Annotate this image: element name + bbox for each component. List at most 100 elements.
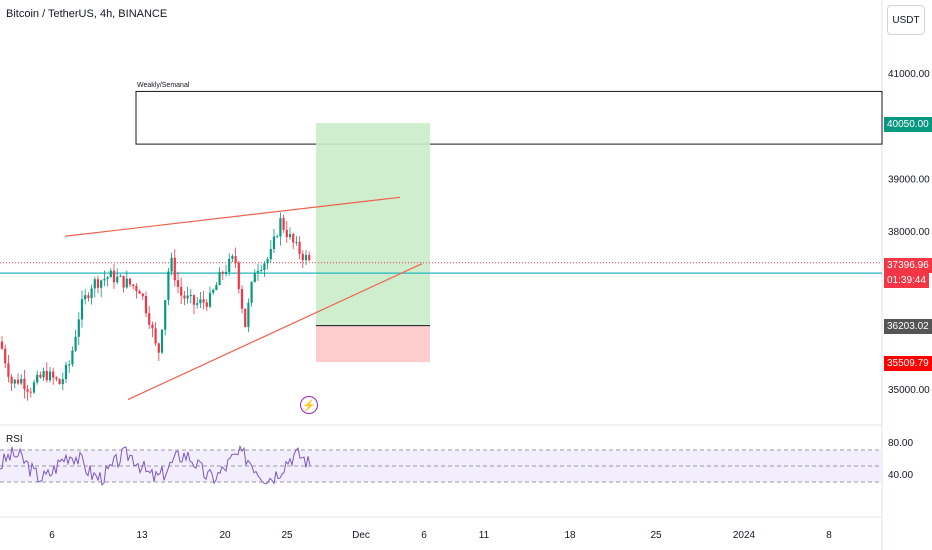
candle-body [68, 364, 71, 366]
current-price-badge: 37396.96 [884, 258, 932, 273]
wedge-lower-line [127, 263, 423, 401]
candle-body [7, 363, 10, 377]
candle-body [288, 234, 292, 238]
candle-body [125, 278, 128, 288]
candle-body [132, 284, 135, 287]
candle-body [260, 269, 263, 271]
symbol-title[interactable]: Bitcoin / TetherUS, 4h, BINANCE [6, 8, 168, 20]
rsi-indicator-label[interactable]: RSI [6, 434, 23, 445]
candle-body [308, 255, 311, 261]
candle-body [42, 370, 45, 378]
candle-body [244, 308, 247, 327]
candle-body [138, 291, 141, 294]
candle-body [202, 299, 205, 303]
candle-body [29, 391, 32, 393]
candle-body [4, 348, 7, 364]
candle-body [218, 272, 221, 286]
lightning-icon[interactable]: ⚡ [300, 396, 318, 414]
candle-body [135, 286, 138, 292]
candle-body [106, 277, 109, 279]
candle-body [228, 258, 231, 272]
x-tick-label: 6 [49, 530, 55, 541]
candle-body [48, 371, 52, 381]
candle-body [250, 282, 253, 303]
candle-body [196, 303, 199, 305]
candle-body [285, 229, 288, 238]
wedge-upper-line [64, 196, 401, 237]
rsi-tick-label: 40.00 [888, 470, 913, 481]
candle-body [192, 295, 196, 305]
y-tick-label: 41000.00 [888, 69, 930, 80]
x-tick-label: 18 [564, 530, 576, 541]
candle-body [32, 382, 36, 393]
weekly-zone-label: Weakly/Semanal [137, 82, 190, 89]
candle-body [112, 270, 116, 283]
candle-body [279, 218, 282, 237]
candle-body [199, 299, 202, 304]
candle-body [90, 288, 93, 299]
candle-body [58, 379, 61, 385]
candle-body [64, 364, 68, 380]
candle-body [173, 257, 176, 281]
candle-body [215, 285, 218, 291]
y-tick-label: 35000.00 [888, 385, 930, 396]
candle-body [16, 379, 20, 384]
candle-body [224, 271, 228, 274]
candle-body [52, 371, 55, 378]
candle-body [13, 379, 16, 384]
candle-body [23, 378, 26, 390]
candle-body [186, 295, 189, 299]
candle-body [148, 313, 151, 325]
candle-body [183, 295, 186, 299]
x-tick-label: 6 [421, 530, 427, 541]
candle-body [100, 280, 103, 288]
x-tick-label: 25 [281, 530, 293, 541]
candle-body [256, 270, 260, 273]
candle-body [144, 296, 148, 314]
candle-body [39, 374, 42, 378]
x-tick-label: Dec [352, 530, 370, 541]
candle-body [221, 272, 224, 274]
candle-body [234, 255, 237, 263]
x-tick-label: 11 [479, 530, 490, 541]
candle-body [128, 278, 132, 285]
rsi-line [0, 444, 311, 486]
candle-body [212, 290, 215, 293]
candle-body [237, 262, 240, 290]
candle-body [263, 263, 266, 270]
candle-body [151, 324, 154, 329]
candle-body [77, 319, 80, 337]
candle-body [87, 295, 90, 299]
stop-price-badge: 35509.79 [884, 356, 932, 371]
candle-body [61, 379, 64, 385]
candle-body [272, 236, 276, 250]
x-tick-label: 25 [650, 530, 662, 541]
candle-body [247, 302, 250, 327]
candle-body [154, 328, 157, 344]
candle-body [93, 279, 96, 289]
currency-button[interactable]: USDT [887, 5, 925, 35]
stop-zone [316, 325, 430, 363]
candle-body [176, 280, 180, 287]
candle-body [292, 234, 295, 243]
candle-body [80, 299, 84, 320]
candle-body [103, 278, 106, 281]
candle-body [205, 302, 208, 307]
candle-body [298, 241, 301, 254]
x-tick-label: 2024 [733, 530, 756, 541]
y-tick-label: 38000.00 [888, 227, 930, 238]
target-price-badge: 40050.00 [884, 117, 932, 132]
candle-body [109, 270, 112, 278]
candle-body [119, 275, 122, 277]
candle-body [301, 253, 304, 261]
candle-body [208, 292, 212, 307]
candle-body [189, 295, 192, 297]
candle-body [160, 329, 164, 353]
x-tick-label: 8 [826, 530, 832, 541]
candle-body [122, 275, 125, 288]
candle-body [231, 255, 234, 259]
candle-body [170, 257, 173, 272]
candle-body [71, 350, 74, 365]
